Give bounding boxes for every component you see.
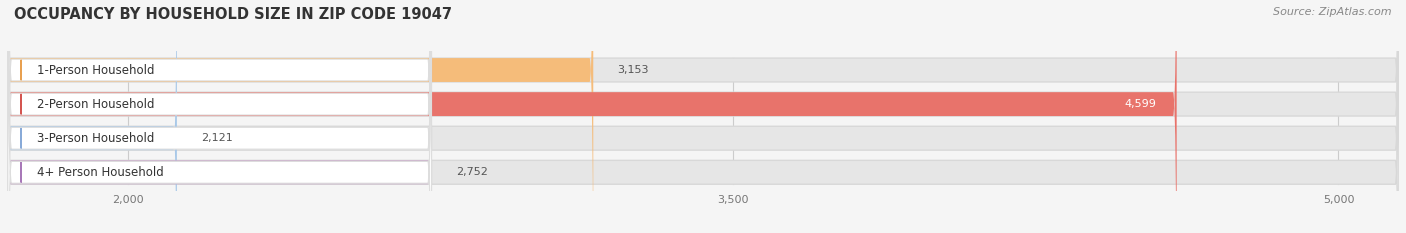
Text: 3-Person Household: 3-Person Household [38, 132, 155, 145]
Text: 1-Person Household: 1-Person Household [38, 64, 155, 76]
FancyBboxPatch shape [7, 0, 1399, 233]
FancyBboxPatch shape [8, 0, 432, 233]
FancyBboxPatch shape [7, 0, 1399, 233]
Text: Source: ZipAtlas.com: Source: ZipAtlas.com [1274, 7, 1392, 17]
FancyBboxPatch shape [7, 0, 1177, 233]
FancyBboxPatch shape [7, 0, 432, 233]
Text: 2,752: 2,752 [456, 167, 488, 177]
FancyBboxPatch shape [8, 0, 432, 233]
Text: 2,121: 2,121 [201, 133, 233, 143]
Text: 4+ Person Household: 4+ Person Household [38, 166, 165, 179]
Text: 4,599: 4,599 [1125, 99, 1157, 109]
FancyBboxPatch shape [7, 0, 593, 233]
FancyBboxPatch shape [7, 0, 1399, 233]
FancyBboxPatch shape [7, 0, 1399, 233]
FancyBboxPatch shape [8, 0, 432, 233]
Text: 2-Person Household: 2-Person Household [38, 98, 155, 111]
FancyBboxPatch shape [7, 0, 177, 233]
Text: 3,153: 3,153 [617, 65, 650, 75]
FancyBboxPatch shape [8, 0, 432, 233]
Text: OCCUPANCY BY HOUSEHOLD SIZE IN ZIP CODE 19047: OCCUPANCY BY HOUSEHOLD SIZE IN ZIP CODE … [14, 7, 453, 22]
